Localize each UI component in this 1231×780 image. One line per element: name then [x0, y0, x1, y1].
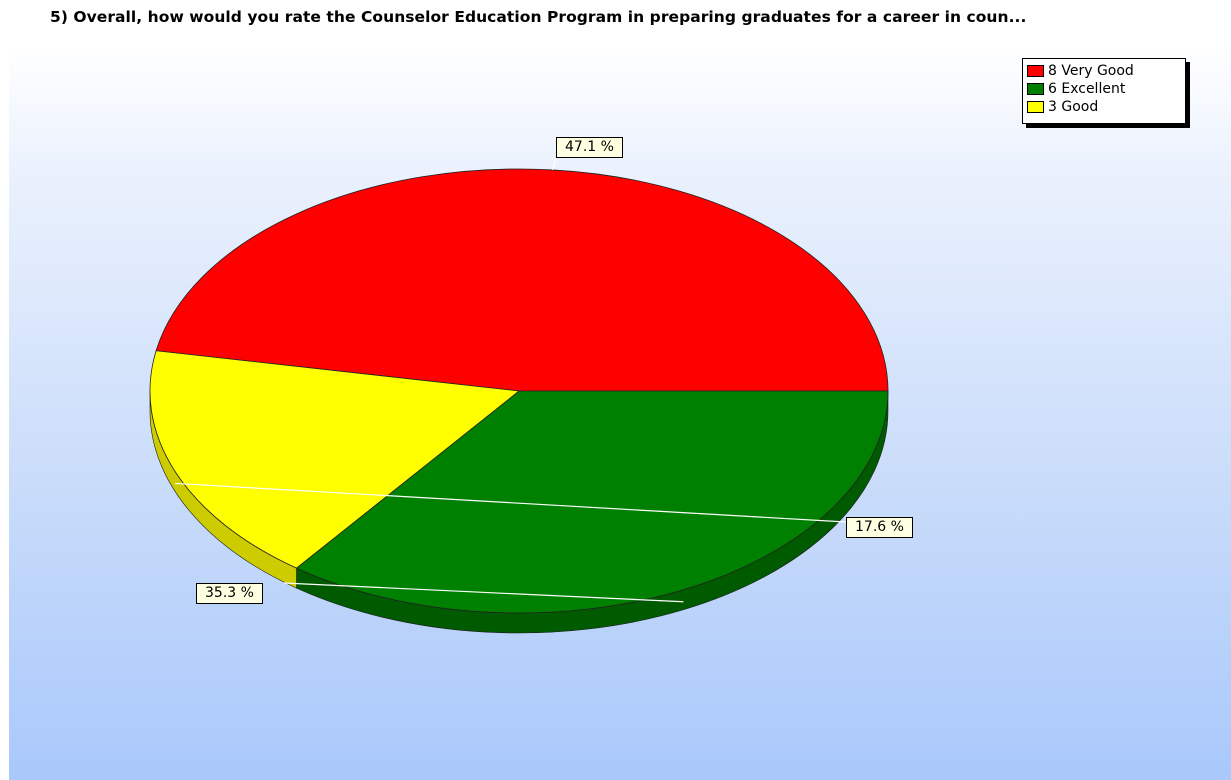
legend-label-very-good: 8 Very Good	[1048, 63, 1134, 79]
legend-swatch-good	[1027, 101, 1044, 113]
legend-label-excellent: 6 Excellent	[1048, 81, 1126, 97]
legend-item-good: 3 Good	[1027, 98, 1185, 116]
legend-label-good: 3 Good	[1048, 99, 1099, 115]
leader-line-very-good	[551, 157, 557, 171]
slice-label-excellent: 35.3 %	[196, 583, 263, 604]
legend-swatch-very-good	[1027, 65, 1044, 77]
legend-item-excellent: 6 Excellent	[1027, 80, 1185, 98]
pie-slice-excellent	[295, 390, 889, 614]
chart-title: 5) Overall, how would you rate the Couns…	[50, 8, 1027, 26]
leader-line-excellent	[283, 582, 684, 603]
pie-leader-lines	[175, 157, 847, 603]
leader-line-good	[175, 482, 847, 523]
slice-label-good: 17.6 %	[846, 517, 913, 538]
pie-slice-very-good	[155, 168, 889, 392]
slice-label-very-good: 47.1 %	[556, 137, 623, 158]
pie-slice-good	[149, 350, 521, 569]
legend-item-very-good: 8 Very Good	[1027, 62, 1185, 80]
legend: 8 Very Good 6 Excellent 3 Good	[1022, 58, 1186, 124]
legend-swatch-excellent	[1027, 83, 1044, 95]
pie-top-layer	[149, 168, 889, 614]
